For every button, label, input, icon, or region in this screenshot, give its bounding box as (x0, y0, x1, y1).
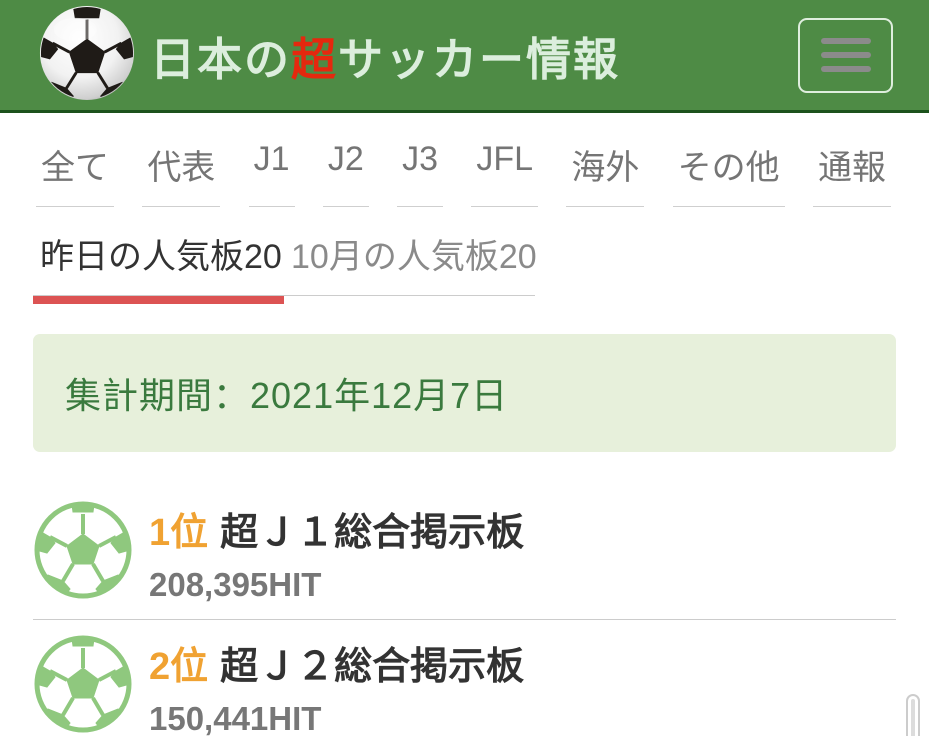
hit-count: 150,441HIT (149, 700, 322, 736)
nav-tab-jfl[interactable]: JFL (471, 140, 539, 207)
nav-tab-report[interactable]: 通報 (812, 140, 891, 207)
page-title-post: サッカー情報 (338, 33, 621, 85)
page-title-highlight: 超 (291, 33, 339, 85)
nav-tab-j3[interactable]: J3 (397, 140, 444, 207)
category-nav: 全て 代表 J1 J2 J3 JFL 海外 その他 通報 (36, 140, 891, 207)
hit-count: 208,395HIT (149, 566, 322, 603)
rank-badge: 2位 (149, 646, 209, 688)
page-title: 日本の超サッカー情報 (150, 23, 620, 88)
board-title-line: 1位 超Ｊ１総合掲示板 (149, 501, 524, 556)
board-title: 超Ｊ１総合掲示板 (220, 512, 525, 554)
nav-tab-overseas[interactable]: 海外 (566, 140, 645, 207)
ranking-subtabs: 昨日の人気板20 10月の人気板20 (33, 229, 929, 304)
ranking-list: 1位 超Ｊ１総合掲示板 208,395HIT (33, 486, 896, 736)
rank-badge: 1位 (149, 512, 209, 554)
menu-button[interactable] (798, 17, 893, 93)
ranking-item-1[interactable]: 1位 超Ｊ１総合掲示板 208,395HIT (33, 486, 896, 620)
app-header: 日本の超サッカー情報 (0, 0, 929, 113)
nav-tab-all[interactable]: 全て (36, 140, 114, 207)
board-title: 超Ｊ２総合掲示板 (220, 646, 525, 688)
nav-tab-other[interactable]: その他 (672, 140, 785, 207)
nav-tab-j2[interactable]: J2 (322, 140, 369, 207)
subtab-month-ranking[interactable]: 10月の人気板20 (284, 229, 537, 296)
subtab-yesterday-ranking[interactable]: 昨日の人気板20 (33, 229, 284, 304)
period-label: 集計期間：2021年12月7日 (65, 375, 509, 416)
soccer-ball-green-icon (33, 634, 133, 736)
soccer-ball-green-icon (33, 500, 133, 605)
hamburger-icon (820, 38, 871, 72)
page-title-pre: 日本の (150, 33, 292, 85)
scrollbar-thumb[interactable] (906, 694, 920, 736)
ranking-item-2[interactable]: 2位 超Ｊ２総合掲示板 150,441HIT (33, 620, 896, 736)
nav-tab-j1[interactable]: J1 (248, 140, 295, 207)
period-box: 集計期間：2021年12月7日 (33, 334, 896, 452)
board-title-line: 2位 超Ｊ２総合掲示板 (149, 635, 524, 690)
soccer-ball-icon (38, 3, 150, 108)
nav-tab-national-team[interactable]: 代表 (142, 140, 221, 207)
